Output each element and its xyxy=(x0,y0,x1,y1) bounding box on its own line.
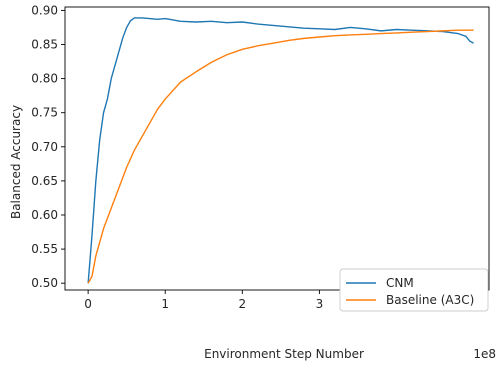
legend-box xyxy=(339,268,489,312)
legend: CNM Baseline (A3C) xyxy=(339,268,489,312)
y-tick-label: 0.65 xyxy=(31,174,58,188)
legend-label-cnm: CNM xyxy=(386,276,414,290)
series-line-baseline-a3c xyxy=(87,29,474,284)
y-tick-label: 0.50 xyxy=(31,276,58,290)
y-tick-label: 0.90 xyxy=(31,3,58,17)
y-tick-label: 0.55 xyxy=(31,242,58,256)
x-tick-label: 2 xyxy=(238,297,246,311)
y-axis-ticks: 0.50 0.55 0.60 0.65 0.70 0.75 0.80 0.85 0.90 xyxy=(31,3,65,290)
y-tick-label: 0.75 xyxy=(31,106,58,120)
y-tick-label: 0.70 xyxy=(31,140,58,154)
y-tick-label: 0.80 xyxy=(31,72,58,86)
y-axis-label: Balanced Accuracy xyxy=(9,105,23,219)
legend-label-baseline: Baseline (A3C) xyxy=(386,293,474,307)
y-tick-label: 0.60 xyxy=(31,208,58,222)
x-axis-label: Environment Step Number xyxy=(204,347,364,361)
y-tick-label: 0.85 xyxy=(31,38,58,52)
x-axis-offset-label: 1e8 xyxy=(473,347,496,361)
x-tick-label: 3 xyxy=(316,297,324,311)
plot-frame xyxy=(64,6,490,291)
x-tick-label: 1 xyxy=(161,297,169,311)
plot-area xyxy=(87,17,474,284)
series-line-cnm xyxy=(87,17,474,284)
x-tick-label: 0 xyxy=(84,297,92,311)
